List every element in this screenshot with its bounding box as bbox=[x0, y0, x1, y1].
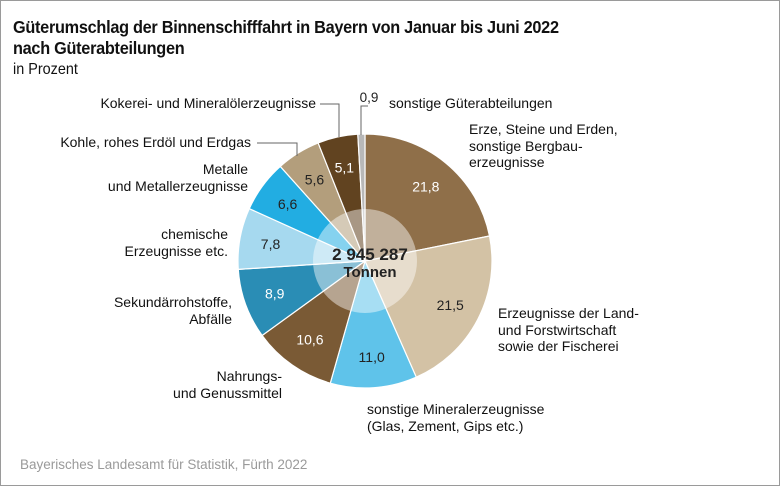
title-line-1: Güterumschlag der Binnenschifffahrt in B… bbox=[13, 17, 559, 37]
label-sonstige-gueterabteilungen: sonstige Güterabteilungen bbox=[389, 95, 553, 111]
title-line-2: nach Güterabteilungen bbox=[13, 38, 185, 58]
pie-slice-erze-steine-und-erden-sonstige-bergbauer bbox=[364, 133, 491, 262]
total-value: 2 945 287 bbox=[332, 245, 408, 264]
pie-slices bbox=[237, 133, 493, 389]
chart-subtitle: in Prozent bbox=[13, 61, 78, 78]
slice-value-sonstige-mineralerzeugnisse-glas-zement-: 11,0 bbox=[359, 349, 385, 365]
label-mineralerzeugnisse: sonstige Mineralerzeugnisse (Glas, Zemen… bbox=[367, 401, 545, 434]
label-land-forstwirtschaft: Erzeugnisse der Land- und Forstwirtschaf… bbox=[498, 305, 639, 354]
label-erze: Erze, Steine und Erden, sonstige Bergbau… bbox=[469, 121, 618, 170]
slice-value-kokerei-und-mineralölerzeugnisse: 5,1 bbox=[335, 159, 355, 175]
chart-title: Güterumschlag der Binnenschifffahrt in B… bbox=[13, 17, 559, 59]
pie-slice-nahrungs-und-genussmittel bbox=[261, 259, 367, 384]
center-overlay bbox=[313, 209, 417, 313]
slice-value-kohle-rohes-erdöl-und-erdgas: 5,6 bbox=[305, 171, 325, 187]
slice-value-metalle-und-metallerzeugnisse: 6,6 bbox=[278, 196, 298, 212]
leader-line-sonstige bbox=[360, 105, 368, 135]
slice-value-sekundärrohstoffe-abfälle: 8,9 bbox=[265, 286, 285, 302]
leader-line-kohle bbox=[257, 142, 298, 156]
total-unit: Tonnen bbox=[343, 264, 396, 281]
slice-value-erze-steine-und-erden-sonstige-bergbauer: 21,8 bbox=[412, 179, 439, 195]
slice-value-sonstige: 0,9 bbox=[360, 90, 379, 105]
pie-slice-sonstige-mineralerzeugnisse-glas-zement- bbox=[329, 259, 418, 389]
label-chemie: chemische Erzeugnisse etc. bbox=[124, 226, 229, 259]
slice-value-erzeugnisse-der-land-und-forstwirtschaft: 21,5 bbox=[437, 297, 464, 313]
label-sekundaerrohstoffe: Sekundärrohstoffe, Abfälle bbox=[113, 294, 232, 327]
label-nahrungsmittel: Nahrungs- und Genussmittel bbox=[173, 368, 282, 401]
slice-value-chemische-erzeugnisse-etc: 7,8 bbox=[261, 236, 281, 252]
label-kohle: Kohle, rohes Erdöl und Erdgas bbox=[60, 134, 251, 150]
source-note: Bayerisches Landesamt für Statistik, Für… bbox=[20, 457, 308, 472]
slice-value-labels: 21,8 21,5 11,0 10,6 8,9 7,8 6,6 5,6 5,1 bbox=[261, 159, 464, 365]
leader-line-kokerei bbox=[320, 103, 340, 137]
label-kokerei: Kokerei- und Mineralölerzeugnisse bbox=[100, 95, 316, 111]
label-metalle: Metalle und Metallerzeugnisse bbox=[107, 161, 248, 194]
slice-value-nahrungs-und-genussmittel: 10,6 bbox=[296, 332, 323, 348]
pie-slice-erzeugnisse-der-land-und-forstwirtschaft bbox=[364, 235, 493, 378]
